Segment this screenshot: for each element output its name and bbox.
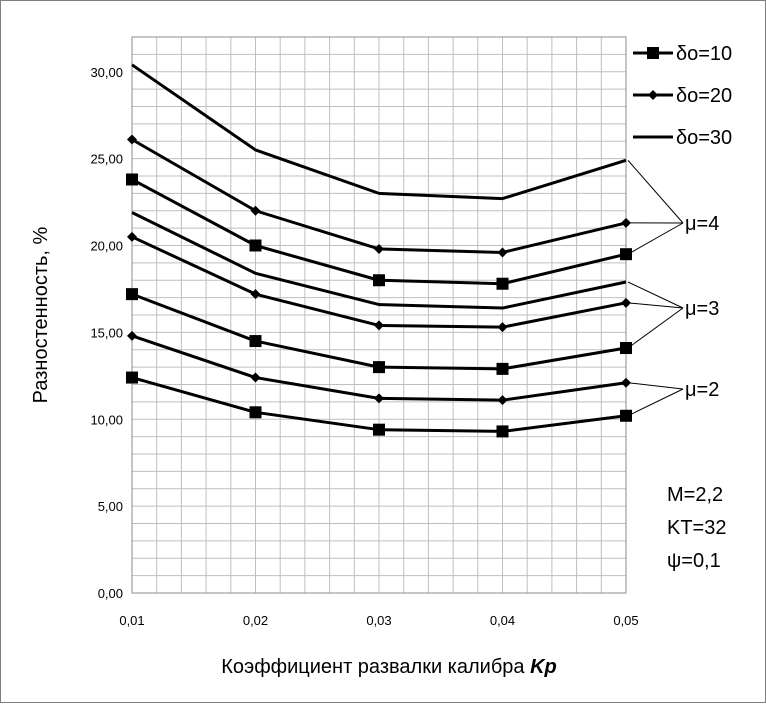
annotation-text: M=2,2 xyxy=(667,484,723,506)
annotation-text: ψ=0,1 xyxy=(667,550,721,572)
bracket-line xyxy=(628,308,683,348)
square-marker xyxy=(126,288,138,300)
bracket-line xyxy=(628,389,683,416)
square-marker xyxy=(373,361,385,373)
square-marker xyxy=(250,240,262,252)
square-marker xyxy=(250,406,262,418)
group-label: μ=3 xyxy=(685,298,719,320)
y-tick-label: 10,00 xyxy=(90,412,123,427)
square-marker xyxy=(373,274,385,286)
group-brackets: μ=4 μ=3 μ=2 xyxy=(628,160,719,415)
legend-label: δo=20 xyxy=(676,85,732,107)
diamond-marker xyxy=(374,320,384,330)
y-tick-label: 5,00 xyxy=(98,499,123,514)
annotations: M=2,2 KT=32 ψ=0,1 xyxy=(667,484,726,572)
diamond-marker xyxy=(498,395,508,405)
y-tick-label: 30,00 xyxy=(90,65,123,80)
y-tick-label: 20,00 xyxy=(90,239,123,254)
legend-label: δo=30 xyxy=(676,127,732,149)
y-tick-label: 25,00 xyxy=(90,152,123,167)
diamond-marker xyxy=(498,247,508,257)
square-marker xyxy=(250,335,262,347)
x-tick-label: 0,05 xyxy=(613,613,638,628)
diamond-marker xyxy=(648,90,658,100)
y-tick-label: 15,00 xyxy=(90,325,123,340)
bracket-line xyxy=(628,223,683,254)
legend-label: δo=10 xyxy=(676,43,732,65)
square-marker xyxy=(620,342,632,354)
group-label: μ=4 xyxy=(685,213,719,235)
y-tick-label: 0,00 xyxy=(98,586,123,601)
chart-grid xyxy=(132,37,626,593)
square-marker xyxy=(620,410,632,422)
diamond-marker xyxy=(127,232,137,242)
x-tick-label: 0,04 xyxy=(490,613,515,628)
group-label: μ=2 xyxy=(685,379,719,401)
square-marker xyxy=(647,47,659,59)
annotation-text: KT=32 xyxy=(667,517,726,539)
x-axis-label: Коэффициент развалки калибра Kp xyxy=(221,656,557,678)
square-marker xyxy=(620,248,632,260)
square-marker xyxy=(497,363,509,375)
y-axis-label: Разностенность, % xyxy=(30,226,52,403)
bracket-line xyxy=(628,160,683,223)
legend: δo=10 δo=20 δo=30 xyxy=(633,43,732,149)
diamond-marker xyxy=(251,373,261,383)
square-marker xyxy=(126,173,138,185)
square-marker xyxy=(373,424,385,436)
x-tick-label: 0,01 xyxy=(119,613,144,628)
square-marker xyxy=(126,372,138,384)
square-marker xyxy=(497,425,509,437)
diamond-marker xyxy=(498,322,508,332)
bracket-line xyxy=(628,383,683,389)
y-axis-ticks: 0,00 5,00 10,00 15,00 20,00 25,00 30,00 xyxy=(90,65,123,601)
x-axis-ticks: 0,01 0,02 0,03 0,04 0,05 xyxy=(119,613,638,628)
square-marker xyxy=(497,278,509,290)
x-tick-label: 0,02 xyxy=(243,613,268,628)
x-tick-label: 0,03 xyxy=(366,613,391,628)
